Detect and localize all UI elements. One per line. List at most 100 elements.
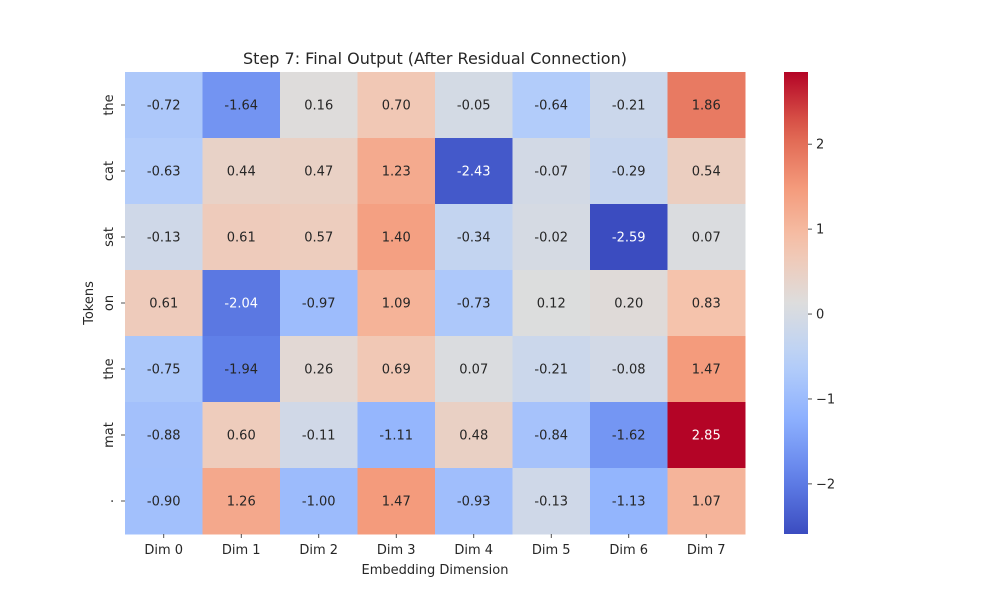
cell-value-label: -1.13 <box>612 495 646 510</box>
x-tick-label: Dim 4 <box>454 543 493 558</box>
heatmap-cell <box>590 204 668 271</box>
cell-value-label: -0.07 <box>534 165 568 180</box>
heatmap-cell <box>512 138 591 205</box>
heatmap-cell <box>357 204 436 271</box>
heatmap-cell <box>512 270 591 337</box>
heatmap-cell <box>435 402 513 469</box>
heatmap-cell <box>512 402 591 469</box>
heatmap-cell <box>357 138 436 205</box>
y-tick-label: cat <box>102 161 117 181</box>
y-axis-label: Tokens <box>82 281 97 326</box>
cell-value-label: -2.04 <box>224 297 258 312</box>
heatmap-cell <box>125 204 203 271</box>
colorbar-tick-label: 0 <box>816 308 824 323</box>
heatmap-cell <box>667 402 746 469</box>
cell-value-label: -1.62 <box>612 429 646 444</box>
heatmap-cell <box>202 468 281 535</box>
y-tick-label: the <box>102 94 117 115</box>
heatmap-cell <box>435 204 513 271</box>
cell-value-label: 0.47 <box>304 165 333 180</box>
cell-value-label: -0.93 <box>457 495 491 510</box>
cell-value-label: -1.64 <box>224 99 258 114</box>
cell-value-label: -0.21 <box>534 363 568 378</box>
x-tick-label: Dim 5 <box>532 543 571 558</box>
cell-value-label: 0.61 <box>149 297 178 312</box>
cell-value-label: 1.26 <box>227 495 256 510</box>
y-tick-label: sat <box>102 227 117 247</box>
colorbar: −2 −1 0 1 2 <box>784 72 835 534</box>
cell-value-label: 1.47 <box>692 363 721 378</box>
cell-value-label: 0.70 <box>382 99 411 114</box>
colorbar-gradient <box>784 72 808 534</box>
x-tick-label: Dim 2 <box>299 543 338 558</box>
heatmap-cell <box>435 138 513 205</box>
heatmap-cell <box>667 138 746 205</box>
heatmap-cell <box>590 138 668 205</box>
cell-value-label: 1.07 <box>692 495 721 510</box>
heatmap-cell <box>667 204 746 271</box>
heatmap-cell-labels: -0.72 -1.64 0.16 0.70 -0.05 -0.64 -0.21 1.86 -0.… <box>147 99 721 510</box>
y-axis: the cat sat on the mat. <box>102 94 125 503</box>
heatmap-cell <box>435 336 513 403</box>
colorbar-tick-label: −2 <box>816 477 835 492</box>
cell-value-label: -0.88 <box>147 429 181 444</box>
cell-value-label: -0.75 <box>147 363 181 378</box>
heatmap-cell <box>512 204 591 271</box>
heatmap-cell <box>357 336 436 403</box>
cell-value-label: 1.09 <box>382 297 411 312</box>
cell-value-label: 1.47 <box>382 495 411 510</box>
cell-value-label: 1.23 <box>382 165 411 180</box>
heatmap-cell <box>202 402 281 469</box>
colorbar-tick-label: 1 <box>816 223 824 238</box>
x-tick-label: Dim 0 <box>144 543 183 558</box>
cell-value-label: -0.73 <box>457 297 491 312</box>
x-axis-label: Embedding Dimension <box>362 563 509 578</box>
x-tick-label: Dim 6 <box>609 543 648 558</box>
x-tick-label: Dim 3 <box>377 543 416 558</box>
heatmap-cell <box>202 72 281 139</box>
heatmap-cell <box>590 402 668 469</box>
heatmap-cell <box>280 270 358 337</box>
cell-value-label: 0.48 <box>459 429 488 444</box>
cell-value-label: -0.13 <box>534 495 568 510</box>
heatmap-cell <box>590 468 668 535</box>
cell-value-label: 0.83 <box>692 297 721 312</box>
cell-value-label: 0.20 <box>614 297 643 312</box>
cell-value-label: 1.86 <box>692 99 721 114</box>
cell-value-label: 0.54 <box>692 165 721 180</box>
heatmap-cell <box>280 402 358 469</box>
cell-value-label: -0.29 <box>612 165 646 180</box>
cell-value-label: -0.21 <box>612 99 646 114</box>
heatmap-cell <box>202 270 281 337</box>
heatmap-cell <box>280 138 358 205</box>
heatmap-cell <box>590 270 668 337</box>
heatmap-cell <box>280 72 358 139</box>
heatmap-cell <box>125 72 203 139</box>
cell-value-label: -1.00 <box>302 495 336 510</box>
heatmap-cell <box>357 468 436 535</box>
cell-value-label: -2.59 <box>612 231 646 246</box>
heatmap-cell <box>280 336 358 403</box>
chart-title: Step 7: Final Output (After Residual Con… <box>243 49 627 68</box>
heatmap-cell <box>590 72 668 139</box>
cell-value-label: -0.84 <box>534 429 568 444</box>
cell-value-label: 0.69 <box>382 363 411 378</box>
heatmap-cell <box>590 336 668 403</box>
cell-value-label: -0.05 <box>457 99 491 114</box>
heatmap-cell <box>435 270 513 337</box>
heatmap-cell <box>667 468 746 535</box>
cell-value-label: -0.90 <box>147 495 181 510</box>
heatmap-cell <box>202 336 281 403</box>
heatmap-cell <box>667 336 746 403</box>
heatmap-cell <box>357 402 436 469</box>
cell-value-label: 0.57 <box>304 231 333 246</box>
cell-value-label: -0.08 <box>612 363 646 378</box>
heatmap-cells <box>125 72 746 535</box>
cell-value-label: 1.40 <box>382 231 411 246</box>
cell-value-label: 0.07 <box>459 363 488 378</box>
heatmap-cell <box>125 336 203 403</box>
cell-value-label: -0.02 <box>534 231 568 246</box>
cell-value-label: 0.61 <box>227 231 256 246</box>
x-axis: Dim 0 Dim 1 Dim 2 Dim 3 Dim 4 Dim 5 Dim 6 Dim 7 <box>144 534 726 558</box>
cell-value-label: 0.07 <box>692 231 721 246</box>
